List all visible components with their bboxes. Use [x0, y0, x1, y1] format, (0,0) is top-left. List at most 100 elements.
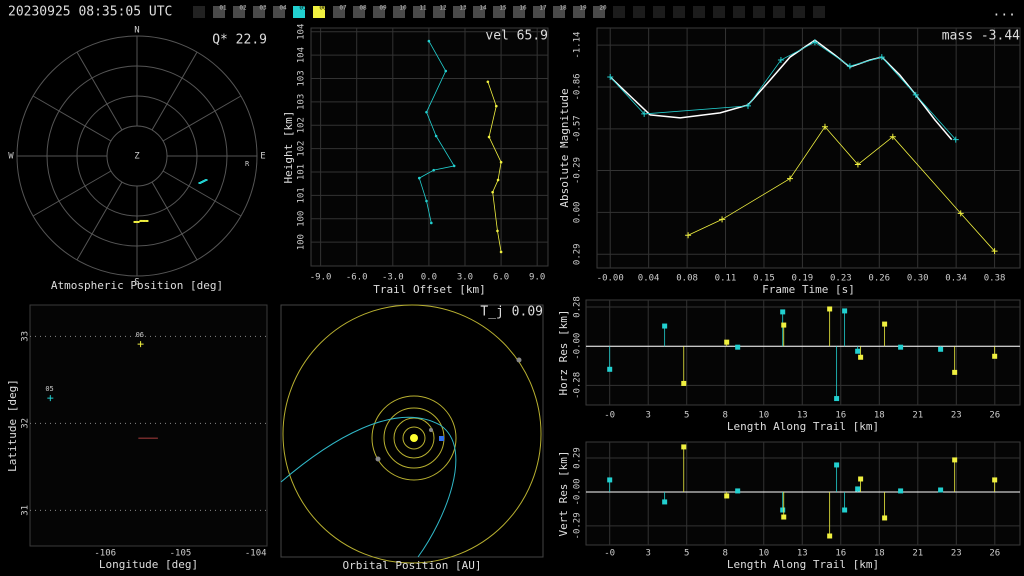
toolbar-slot [633, 6, 645, 18]
point [427, 39, 431, 43]
x-tick-label: 23 [951, 549, 962, 559]
point [452, 164, 456, 168]
y-axis-label: Latitude [deg] [6, 379, 19, 472]
menu[interactable]: ... [993, 5, 1016, 20]
station-button[interactable] [593, 6, 605, 18]
residual-point [780, 309, 786, 315]
annotation: mass -3.44 [942, 29, 1020, 44]
direction-label: N [134, 26, 139, 36]
point [607, 74, 614, 81]
residual-point [735, 344, 741, 350]
polar-spoke [32, 95, 112, 142]
station-button[interactable] [213, 6, 225, 18]
toolbar-slot [753, 6, 765, 18]
residual-point [855, 486, 861, 492]
series-line [487, 81, 502, 253]
x-tick-label: 0.04 [638, 274, 660, 284]
station-button[interactable] [533, 6, 545, 18]
station-button[interactable] [333, 6, 345, 18]
station-button[interactable] [493, 6, 505, 18]
x-tick-label: 26 [989, 549, 1000, 559]
y-tick-label: 102 [297, 141, 307, 157]
station-button[interactable] [473, 6, 485, 18]
point-label: 05 [45, 385, 53, 393]
point [432, 168, 436, 172]
point [777, 57, 784, 64]
station-button[interactable] [573, 6, 585, 18]
plot-area [585, 441, 1021, 546]
y-tick-label: 0.29 [573, 447, 583, 469]
sky-point [202, 180, 206, 183]
station-button[interactable] [253, 6, 265, 18]
x-tick-label: 5 [684, 411, 689, 421]
residual-point [827, 533, 833, 539]
station-label: 16 [519, 5, 527, 12]
station-button[interactable] [453, 6, 465, 18]
residual-point [952, 369, 958, 375]
y-tick-label: 31 [21, 505, 31, 516]
annotation: vel 65.9 [485, 29, 548, 44]
station-button[interactable] [553, 6, 565, 18]
point [889, 133, 896, 140]
point [444, 69, 448, 73]
station-label: 10 [399, 5, 407, 12]
point [499, 160, 503, 164]
x-tick-label: 26 [989, 411, 1000, 421]
residual-point [898, 344, 904, 350]
x-tick-label: 3 [646, 549, 651, 559]
residual-point [607, 477, 613, 483]
x-tick-label: 0.15 [753, 274, 775, 284]
point [957, 210, 964, 217]
toolbar-slot [673, 6, 685, 18]
x-tick-label: -106 [94, 549, 116, 559]
y-tick-label: -0.57 [573, 115, 583, 142]
station-button[interactable] [313, 6, 325, 18]
point [912, 91, 919, 98]
polar-spoke [162, 95, 242, 142]
sky-point [133, 220, 137, 223]
y-tick-label: -0.29 [573, 157, 583, 184]
x-tick-label: 0.23 [830, 274, 852, 284]
station-button[interactable] [393, 6, 405, 18]
y-tick-label: -0.86 [573, 73, 583, 100]
residual-point [724, 493, 730, 499]
station-label: 20 [599, 5, 607, 12]
x-tick-label: 10 [758, 411, 769, 421]
x-tick-label: 21 [912, 411, 923, 421]
y-axis-label: Height [km] [282, 111, 295, 184]
residual-point [662, 499, 668, 505]
plot-area [310, 27, 549, 267]
station-button[interactable] [413, 6, 425, 18]
residual-point [898, 488, 904, 494]
y-tick-label: 104 [297, 47, 307, 63]
x-axis-label: Orbital Position [AU] [342, 559, 481, 572]
point [641, 110, 648, 117]
station-button[interactable] [373, 6, 385, 18]
residual-point [735, 488, 741, 494]
toolbar-slot [693, 6, 705, 18]
direction-label: E [260, 152, 265, 162]
x-tick-label: -105 [170, 549, 192, 559]
station-button[interactable] [233, 6, 245, 18]
station-label: 06 [319, 5, 327, 12]
x-axis-label: Atmospheric Position [deg] [51, 279, 223, 292]
station-label: 13 [459, 5, 467, 12]
point [719, 216, 726, 223]
station-button[interactable] [513, 6, 525, 18]
y-tick-label: -0.00 [573, 333, 583, 360]
residual-point [681, 444, 687, 450]
y-tick-label: 100 [297, 211, 307, 227]
x-tick-label: 0.38 [984, 274, 1006, 284]
station-label: 18 [559, 5, 567, 12]
y-tick-label: 101 [297, 164, 307, 180]
station-button[interactable] [353, 6, 365, 18]
station-button[interactable] [293, 6, 305, 18]
station-label: 08 [359, 5, 367, 12]
residual-point [992, 353, 998, 359]
y-axis-label: Absolute Magnitude [558, 88, 571, 207]
residual-point [855, 348, 861, 354]
residual-point [842, 308, 848, 314]
station-button[interactable] [433, 6, 445, 18]
station-button[interactable] [273, 6, 285, 18]
y-axis-label: Vert Res [km] [557, 450, 570, 536]
